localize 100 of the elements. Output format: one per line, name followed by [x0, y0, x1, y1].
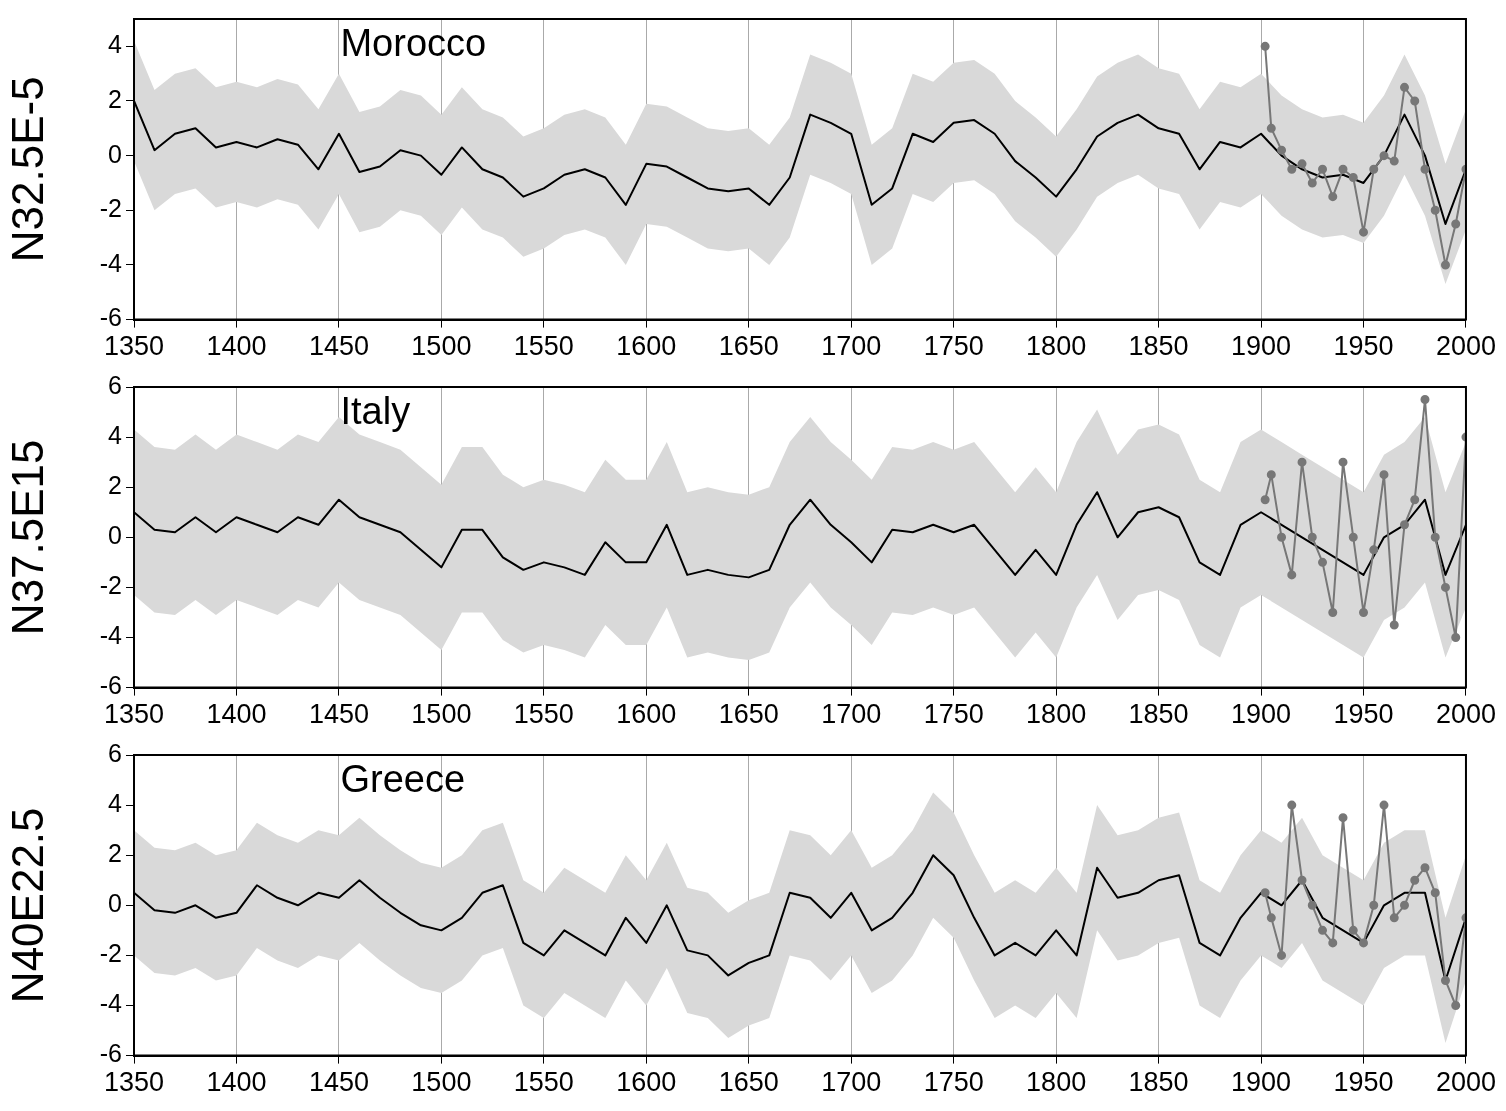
point	[1277, 145, 1287, 155]
x-tick-label: 1750	[923, 699, 984, 730]
point	[1348, 925, 1358, 935]
x-tick-label: 1600	[616, 1067, 677, 1098]
point	[1451, 1001, 1461, 1010]
point	[1369, 545, 1379, 555]
y-tick-label: 2	[108, 471, 122, 500]
x-tick-label: 1400	[206, 1067, 267, 1098]
x-tick-label: 1400	[206, 331, 267, 362]
x-tick-label: 1450	[308, 1067, 369, 1098]
y-tick-label: -6	[99, 1039, 122, 1068]
y-tick-label: 0	[108, 139, 122, 168]
x-tick-label: 1950	[1333, 699, 1394, 730]
point	[1359, 227, 1369, 237]
x-tick-label: 1750	[923, 1067, 984, 1098]
y-tick-label: -6	[99, 671, 122, 700]
x-tick-label: 1450	[308, 331, 369, 362]
point	[1307, 900, 1317, 910]
point	[1266, 123, 1276, 133]
point	[1379, 151, 1389, 161]
x-tick-label: 1400	[206, 699, 267, 730]
y-tick-label: 6	[108, 370, 122, 399]
y-tick-label: 4	[108, 30, 123, 59]
point	[1328, 938, 1338, 948]
y-tick-label: 0	[108, 889, 122, 918]
x-tick-label: 1950	[1333, 331, 1394, 362]
x-tick-label: 1850	[1128, 331, 1189, 362]
x-tick-label: 1500	[411, 699, 472, 730]
x-tick-label: 1550	[513, 331, 574, 362]
annotation: Greece	[340, 758, 466, 801]
x-tick-label: 1350	[103, 1067, 165, 1098]
x-tick-label: 1600	[616, 331, 677, 362]
y-tick-label: -4	[99, 621, 123, 650]
point	[1430, 888, 1440, 898]
y-axis-title: N32.5E-5	[2, 76, 52, 263]
point	[1260, 888, 1270, 898]
point	[1328, 607, 1338, 617]
point	[1440, 582, 1450, 592]
y-axis-title: N37.5E15	[2, 439, 52, 636]
x-tick-label: 1500	[411, 1067, 472, 1098]
point	[1410, 96, 1420, 106]
point	[1359, 607, 1369, 617]
x-tick-label: 1650	[718, 331, 779, 362]
point	[1297, 159, 1307, 169]
point	[1399, 82, 1409, 92]
point	[1420, 164, 1430, 174]
point	[1410, 875, 1420, 885]
x-tick-label: 1450	[308, 699, 369, 730]
point	[1348, 532, 1358, 542]
point	[1318, 925, 1328, 935]
point	[1318, 557, 1328, 567]
x-tick-label: 1500	[411, 331, 472, 362]
point	[1430, 532, 1440, 542]
point	[1399, 900, 1409, 910]
x-tick-label: 1900	[1231, 699, 1292, 730]
x-tick-label: 1700	[821, 699, 882, 730]
point	[1287, 164, 1297, 174]
x-tick-label: 2000	[1435, 699, 1497, 730]
point	[1430, 205, 1440, 215]
y-tick-label: -2	[99, 194, 122, 223]
annotation: Italy	[340, 390, 411, 433]
point	[1348, 173, 1358, 182]
point	[1338, 813, 1348, 823]
point	[1440, 260, 1450, 270]
point	[1389, 913, 1399, 923]
y-axis-title: N40E22.5	[2, 807, 52, 1004]
point	[1451, 633, 1461, 642]
point	[1328, 192, 1338, 202]
point	[1260, 495, 1270, 505]
y-tick-label: 0	[108, 521, 122, 550]
y-tick-label: -6	[99, 303, 122, 332]
point	[1359, 938, 1369, 948]
x-tick-label: 1650	[718, 699, 779, 730]
point	[1260, 41, 1270, 51]
point	[1338, 164, 1348, 174]
point	[1287, 570, 1297, 580]
point	[1389, 156, 1399, 166]
x-tick-label: 1550	[513, 699, 574, 730]
x-tick-label: 1600	[616, 699, 677, 730]
x-tick-label: 2000	[1435, 1067, 1497, 1098]
x-tick-label: 1350	[103, 331, 165, 362]
point	[1338, 457, 1348, 467]
point	[1307, 178, 1317, 188]
point	[1297, 457, 1307, 467]
point	[1277, 532, 1287, 542]
point	[1420, 395, 1430, 405]
y-tick-label: 4	[108, 420, 123, 449]
y-tick-label: -4	[99, 989, 123, 1018]
point	[1440, 975, 1450, 985]
point	[1307, 532, 1317, 542]
point	[1277, 950, 1287, 960]
y-tick-label: 4	[108, 788, 123, 817]
point	[1410, 495, 1420, 505]
point	[1389, 620, 1399, 630]
x-tick-label: 1700	[821, 1067, 882, 1098]
point	[1266, 913, 1276, 923]
point	[1297, 875, 1307, 885]
x-tick-label: 1350	[103, 699, 165, 730]
point	[1369, 900, 1379, 910]
x-tick-label: 1800	[1026, 331, 1087, 362]
